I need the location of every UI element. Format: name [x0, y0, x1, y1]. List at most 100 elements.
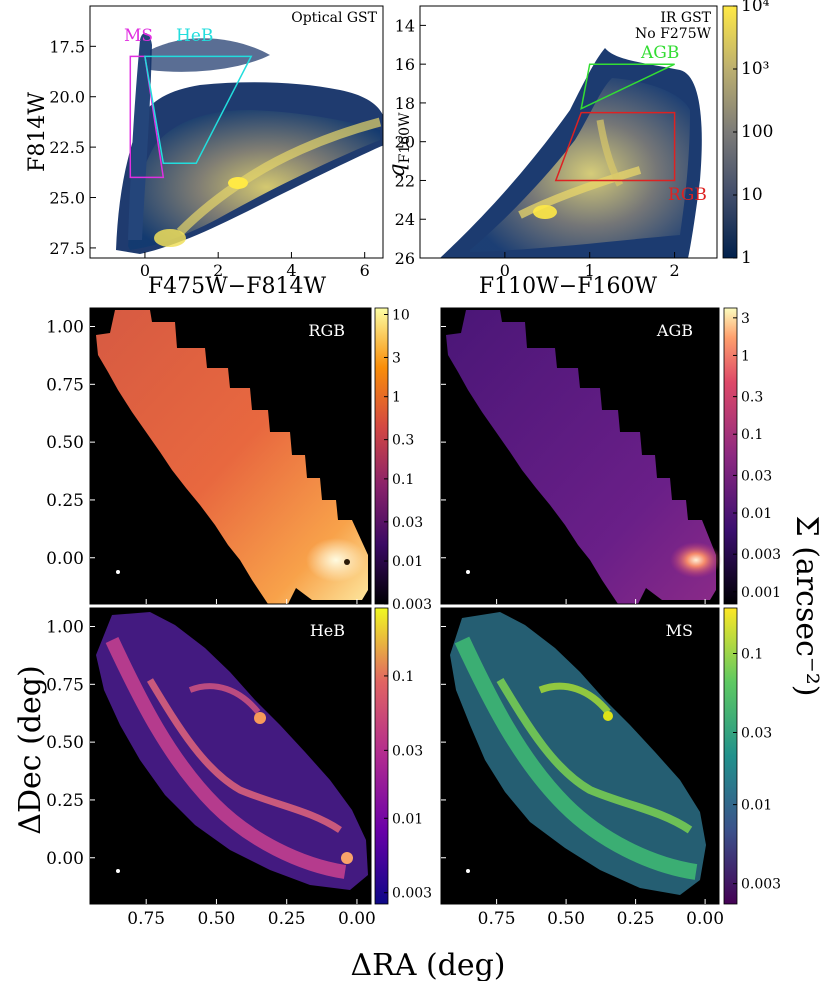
map-rgb-cbar-tick-label: 1	[392, 390, 401, 406]
cmd-ir-axes	[419, 5, 718, 259]
cmd-optical-label-heb: HeB	[176, 26, 213, 46]
cmd-ir-region-agb	[580, 63, 675, 111]
map-ms-xtick-label: 0.50	[547, 909, 585, 929]
map-agb-footprint	[446, 310, 716, 604]
cmd-ir-label-rgb: RGB	[668, 185, 707, 205]
map-rgb-ytick-label: 0.50	[46, 433, 84, 453]
map-heb-ytick-label: 0.75	[46, 675, 84, 695]
map-ms-colorbar-ticks: 0.1 0.03 0.01 0.003	[733, 646, 781, 893]
shared-ylabel: ΔDec (deg)	[13, 665, 48, 834]
map-heb-beam-marker	[116, 869, 120, 873]
map-heb-colorbar	[374, 607, 389, 905]
cmd-optical-ytick-label: 27.5	[49, 239, 85, 258]
map-heb-cbar-tick-label: 0.003	[392, 886, 432, 902]
map-ms-title: MS	[666, 621, 693, 640]
shared-colorbar-label: Σ (arcsec⁻²)	[789, 516, 824, 697]
map-heb-ytick-label: 0.00	[46, 849, 84, 869]
map-heb-nucleus	[341, 852, 353, 864]
cmd-ir-cbar-tick-label: 10³	[741, 59, 769, 79]
map-heb-title: HeB	[310, 621, 345, 640]
map-ms-knot	[603, 711, 613, 721]
map-heb-xtick-label: 0.75	[127, 909, 165, 929]
cmd-ir-title-line2: No F275W	[635, 26, 712, 42]
cmd-ir-title-line1: IR GST	[660, 10, 711, 26]
cmd-ir-xtick-label: 0	[500, 261, 510, 280]
map-heb-ytick-label: 0.50	[46, 733, 84, 753]
map-rgb-footprint	[96, 310, 368, 604]
map-agb-nucleus	[670, 542, 722, 578]
map-rgb-cbar-tick-label: 0.1	[392, 472, 414, 488]
map-ms-arm-outer	[454, 636, 698, 880]
cmd-optical-density	[116, 33, 383, 254]
map-ms-axes	[440, 607, 720, 905]
cmd-ir-cbar-tick-label: 1	[741, 248, 752, 268]
cmd-optical-ytick-label: 17.5	[49, 37, 85, 56]
map-heb-arm-north	[188, 683, 261, 714]
map-rgb-title: RGB	[308, 321, 345, 340]
cmd-ir-cbar-tick-label: 100	[741, 122, 773, 142]
cmd-ir-ytick-label: 20	[395, 133, 415, 152]
map-agb-title: AGB	[656, 321, 693, 340]
cmd-ir-ytick-label: 22	[395, 171, 415, 190]
map-ms-xtick-label: 0.00	[686, 909, 724, 929]
cmd-ir-ytick-label: 18	[395, 94, 415, 113]
cmd-ir-cbar-tick-label: 10	[741, 185, 763, 205]
map-rgb-cbar-tick-label: 0.003	[392, 597, 432, 613]
map-agb-cbar-tick-label: 0.003	[741, 547, 781, 563]
map-agb-colorbar	[723, 307, 738, 605]
map-ms-cbar-tick-label: 0.1	[741, 646, 763, 662]
map-agb-cbar-tick-label: 0.3	[741, 390, 763, 406]
map-rgb-cbar-tick-label: 10	[392, 308, 410, 324]
cmd-optical-xtick-label: 6	[360, 261, 370, 280]
cmd-optical-ylabel: F814W	[25, 92, 50, 172]
map-ms-cbar-tick-label: 0.03	[741, 726, 772, 742]
map-heb-arm-inner	[146, 678, 342, 833]
map-heb-xtick-label: 0.25	[268, 909, 306, 929]
map-heb-cbar-tick-label: 0.01	[392, 811, 423, 827]
cmd-optical-xtick-label: 4	[286, 261, 296, 280]
map-rgb-cbar-tick-label: 0.03	[392, 515, 423, 531]
cmd-ir-xlabel: F110W−F160W	[479, 274, 658, 299]
map-rgb-ytick-label: 0.00	[46, 549, 84, 569]
cmd-ir-label-agb: AGB	[640, 43, 679, 63]
map-rgb-ytick-label: 0.25	[46, 491, 84, 511]
map-agb-axes	[440, 307, 720, 605]
map-heb-panel: HeB 0.1 0.03 0.01 0.003	[89, 607, 432, 905]
map-heb-axes	[89, 607, 372, 905]
map-ms-panel: MS 0.1 0.03 0.01 0.003	[440, 607, 781, 905]
cmd-ir-cbar-tick-label: 10⁴	[741, 0, 770, 16]
map-rgb-beam-marker	[116, 570, 120, 574]
cmd-optical-title: Optical GST	[291, 10, 377, 26]
map-heb-colorbar-ticks: 0.1 0.03 0.01 0.003	[384, 669, 432, 902]
map-heb-xtick-label: 0.00	[338, 909, 376, 929]
map-heb-footprint	[96, 612, 368, 890]
map-rgb-core-spot	[344, 559, 350, 565]
map-ms-footprint	[450, 612, 706, 895]
map-heb-xtick-label: 0.50	[198, 909, 236, 929]
map-agb-cbar-tick-label: 0.1	[741, 427, 763, 443]
map-agb-cbar-tick-label: 1	[741, 348, 750, 364]
map-agb-cbar-tick-label: 0.001	[741, 585, 781, 601]
cmd-ir-ytick-label: 24	[395, 210, 415, 229]
map-rgb-axes	[89, 307, 372, 605]
cmd-ir-colorbar-ticks: 1 10 100 10³ 10⁴	[733, 0, 773, 268]
map-heb-arm-outer	[105, 637, 347, 879]
map-rgb-cbar-tick-label: 0.3	[392, 433, 414, 449]
map-rgb-ytick-label: 1.00	[46, 318, 84, 338]
map-agb-cbar-tick-label: 0.03	[741, 468, 772, 484]
map-agb-cbar-tick-label: 3	[741, 311, 750, 327]
map-ms-xtick-label: 0.75	[478, 909, 516, 929]
map-heb-knot	[254, 712, 266, 724]
map-heb-cbar-tick-label: 0.03	[392, 743, 423, 759]
cmd-optical-ytick-label: 22.5	[49, 138, 85, 157]
map-ms-cbar-tick-label: 0.003	[741, 877, 781, 893]
map-agb-panel: AGB 3 1 0.3 0.1 0.03 0.01 0.003 0.001	[440, 307, 781, 605]
map-rgb-nucleus	[306, 538, 366, 582]
map-ms-xtick-label: 0.25	[617, 909, 655, 929]
cmd-ir-ylabel: qF160W	[385, 112, 413, 178]
cmd-optical-ticks: 0 2 4 6 17.5 20.0 22.5 25.0 27.5	[49, 37, 369, 280]
map-rgb-ytick-label: 0.75	[46, 375, 84, 395]
map-heb-cbar-tick-label: 0.1	[392, 669, 414, 685]
